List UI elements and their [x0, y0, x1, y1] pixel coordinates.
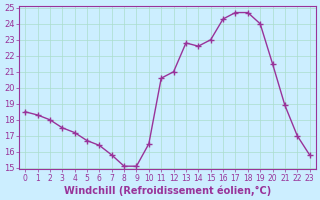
X-axis label: Windchill (Refroidissement éolien,°C): Windchill (Refroidissement éolien,°C)	[64, 185, 271, 196]
